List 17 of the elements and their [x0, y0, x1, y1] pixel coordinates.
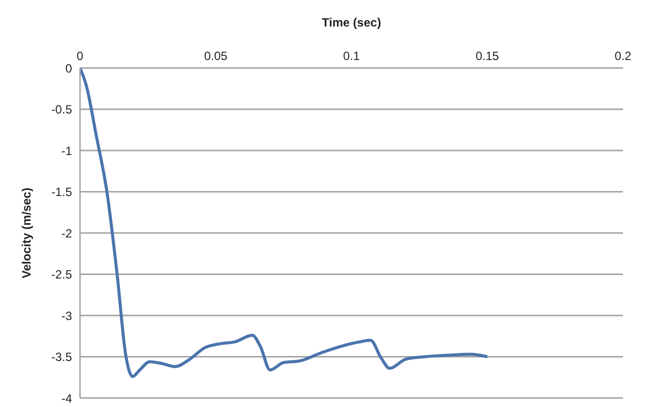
y-axis-title: Velocity (m/sec) [19, 188, 34, 278]
y-tick-label: -3 [61, 308, 72, 323]
x-tick-label: 0.2 [614, 49, 632, 63]
y-tick-label: -0.5 [51, 102, 72, 117]
y-tick-label: -2 [61, 226, 72, 240]
x-tick-label: 0.15 [476, 49, 500, 63]
x-tick-label: 0 [76, 49, 84, 63]
y-tick-label: -4 [61, 391, 72, 406]
x-tick-label: 0.05 [204, 49, 228, 63]
line-series [80, 68, 489, 378]
x-axis-title: Time (sec) [322, 16, 382, 30]
y-tick-label: -1 [61, 144, 72, 158]
y-tick-label: 0 [65, 61, 72, 76]
y-tick-label: -2.5 [51, 268, 72, 282]
y-tick-label: -1.5 [51, 185, 72, 200]
x-tick-label: 0.1 [343, 49, 360, 63]
y-tick-label: -3.5 [51, 350, 72, 364]
